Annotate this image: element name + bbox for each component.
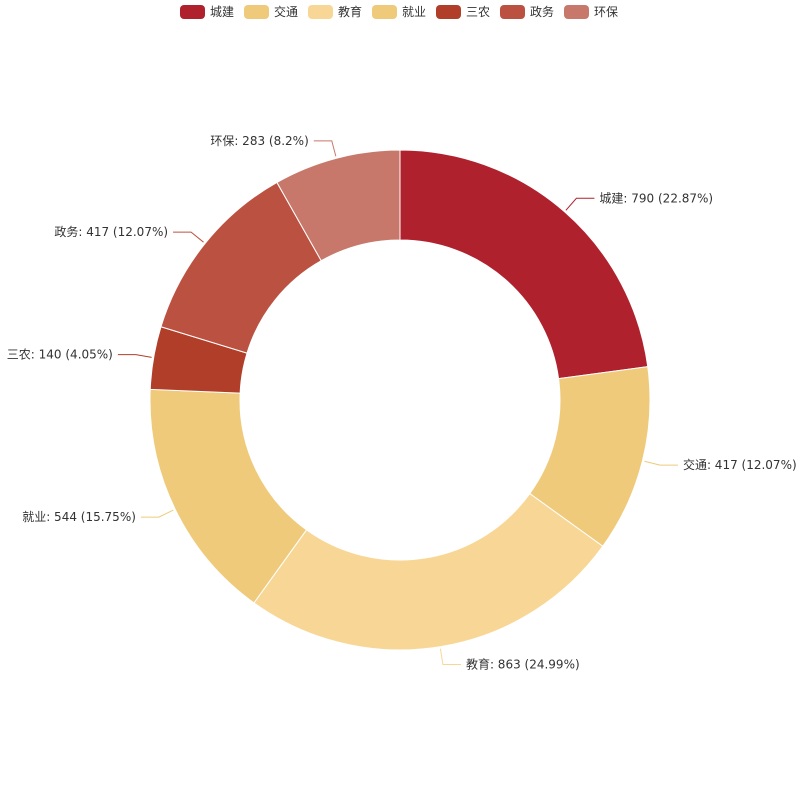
label-leader-line xyxy=(140,509,174,518)
legend-label: 环保 xyxy=(594,5,618,19)
legend-label: 政务 xyxy=(530,4,554,19)
legend-label: 就业 xyxy=(402,5,426,19)
legend-swatch xyxy=(308,5,333,19)
slice-labels: 城建: 790 (22.87%) 交通: 417 (12.07%) 教育: 863 … xyxy=(7,134,797,672)
label-leader-line xyxy=(313,140,337,157)
legend-item[interactable]: 政务 xyxy=(500,4,554,19)
slice-label: 教育: 863 (24.99%) xyxy=(466,657,580,672)
legend-item[interactable]: 三农 xyxy=(436,5,490,19)
slice-label: 城建: 790 (22.87%) xyxy=(599,191,713,205)
slice-label: 交通: 417 (12.07%) xyxy=(683,457,797,472)
legend-label: 教育 xyxy=(338,4,362,19)
label-leader-line xyxy=(439,648,461,666)
label-leader-line xyxy=(644,460,678,466)
donut-slice[interactable] xyxy=(399,149,649,380)
legend-item[interactable]: 教育 xyxy=(308,4,362,19)
legend-item[interactable]: 城建 xyxy=(180,5,234,19)
legend-label: 交通 xyxy=(274,4,298,19)
legend-swatch xyxy=(244,5,269,19)
slice-label: 环保: 283 (8.2%) xyxy=(210,134,308,148)
chart-legend: 城建 交通 教育 就业 三农 政务 环保 xyxy=(180,4,618,19)
label-leader-line xyxy=(117,354,152,358)
donut-slices xyxy=(149,149,651,651)
slice-label: 政务: 417 (12.07%) xyxy=(54,224,168,239)
donut-slice[interactable] xyxy=(253,492,604,651)
legend-item[interactable]: 就业 xyxy=(372,5,426,19)
legend-label: 三农 xyxy=(466,5,490,19)
legend-swatch xyxy=(372,5,397,19)
label-leader-line xyxy=(173,231,204,243)
legend-swatch xyxy=(180,5,205,19)
legend-label: 城建 xyxy=(210,5,234,19)
legend-swatch xyxy=(500,5,525,19)
legend-item[interactable]: 环保 xyxy=(564,5,618,19)
donut-slice[interactable] xyxy=(276,149,401,262)
label-leader-line xyxy=(565,197,595,211)
legend-swatch xyxy=(564,5,589,19)
legend-swatch xyxy=(436,5,461,19)
legend-item[interactable]: 交通 xyxy=(244,4,298,19)
slice-label: 就业: 544 (15.75%) xyxy=(22,510,136,524)
slice-label: 三农: 140 (4.05%) xyxy=(7,348,113,362)
